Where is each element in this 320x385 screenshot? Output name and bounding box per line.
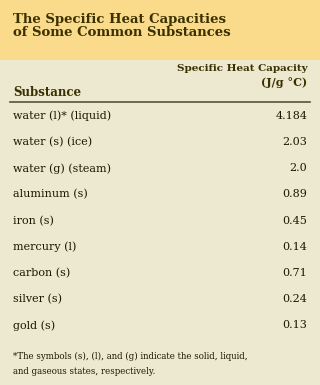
Text: 0.89: 0.89 bbox=[282, 189, 307, 199]
Text: carbon (s): carbon (s) bbox=[13, 268, 70, 278]
Text: 0.24: 0.24 bbox=[282, 294, 307, 304]
Text: The Specific Heat Capacities: The Specific Heat Capacities bbox=[13, 13, 226, 27]
Text: 0.45: 0.45 bbox=[282, 216, 307, 226]
Text: water (g) (steam): water (g) (steam) bbox=[13, 163, 111, 174]
Text: Specific Heat Capacity: Specific Heat Capacity bbox=[177, 64, 307, 72]
Text: silver (s): silver (s) bbox=[13, 294, 62, 305]
Text: (J/g °C): (J/g °C) bbox=[261, 77, 307, 88]
Text: mercury (l): mercury (l) bbox=[13, 242, 76, 252]
Text: gold (s): gold (s) bbox=[13, 320, 55, 331]
Text: water (l)* (liquid): water (l)* (liquid) bbox=[13, 111, 111, 121]
Text: water (s) (ice): water (s) (ice) bbox=[13, 137, 92, 147]
Text: Substance: Substance bbox=[13, 86, 81, 99]
Text: iron (s): iron (s) bbox=[13, 216, 54, 226]
Text: 2.0: 2.0 bbox=[290, 163, 307, 173]
Text: 0.13: 0.13 bbox=[282, 320, 307, 330]
Text: 2.03: 2.03 bbox=[282, 137, 307, 147]
Text: 0.14: 0.14 bbox=[282, 242, 307, 252]
Text: of Some Common Substances: of Some Common Substances bbox=[13, 26, 230, 39]
Text: 4.184: 4.184 bbox=[275, 111, 307, 121]
Text: 0.71: 0.71 bbox=[283, 268, 307, 278]
Text: aluminum (s): aluminum (s) bbox=[13, 189, 88, 200]
FancyBboxPatch shape bbox=[0, 0, 320, 60]
Text: and gaseous states, respectively.: and gaseous states, respectively. bbox=[13, 367, 155, 376]
Text: *The symbols (s), (l), and (g) indicate the solid, liquid,: *The symbols (s), (l), and (g) indicate … bbox=[13, 352, 247, 362]
